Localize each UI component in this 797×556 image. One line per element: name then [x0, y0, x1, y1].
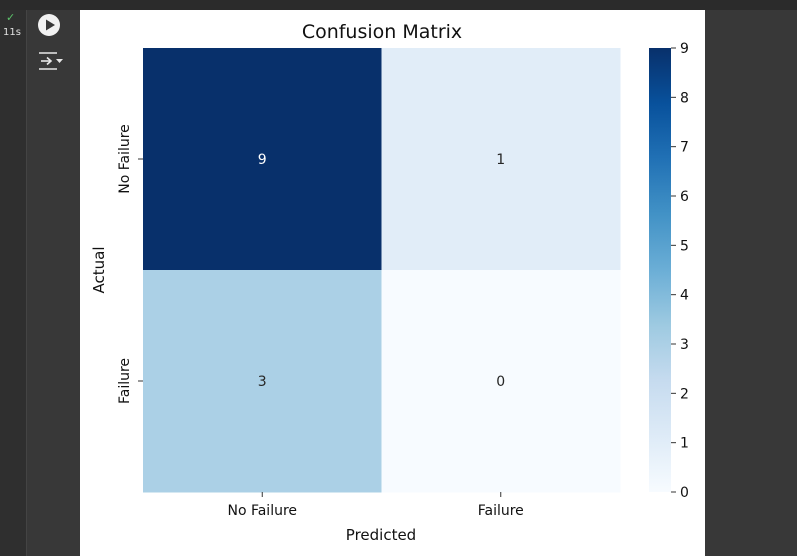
heatmap-cell: [143, 48, 382, 271]
y-axis-label: Actual: [90, 247, 108, 294]
colorbar-tick-label: 3: [680, 337, 689, 353]
y-tick-label: No Failure: [117, 124, 133, 194]
output-toggle-button[interactable]: [37, 51, 65, 71]
colorbar-tick-label: 2: [680, 386, 689, 402]
colorbar-tick-label: 5: [680, 238, 689, 254]
colorbar-tick-label: 9: [680, 41, 689, 57]
cell-value-label: 1: [496, 152, 505, 168]
confusion-matrix-chart: Confusion Matrix 9 13 0 No Failure Failure …: [90, 21, 689, 544]
x-axis-label: Predicted: [346, 526, 416, 544]
colorbar-tick-label: 1: [680, 436, 689, 452]
colorbar-gradient: [649, 48, 671, 492]
top-bar: [0, 0, 797, 10]
colorbar-tick-label: 0: [680, 485, 689, 501]
colorbar: 0 1 2 3 4 5 6 7 8 9: [649, 41, 689, 501]
colorbar-tick-label: 8: [680, 90, 689, 106]
checkmark-icon: ✓: [6, 11, 16, 24]
colorbar-tick-label: 4: [680, 288, 689, 304]
cell-value-label: 0: [496, 374, 505, 390]
y-tick-label: Failure: [117, 358, 133, 404]
heatmap-cell: [143, 270, 382, 493]
x-axis: No Failure Failure: [227, 492, 524, 519]
heatmap-cell: [381, 48, 621, 271]
run-cell-button[interactable]: [38, 14, 60, 36]
cell-toolbar: [27, 10, 80, 556]
execution-time: 11s: [3, 27, 21, 38]
heatmap-cells: 9 1 3 0: [143, 48, 621, 493]
heatmap-cell: [381, 270, 621, 493]
colorbar-tick-label: 6: [680, 189, 689, 205]
colorbar-tick-label: 7: [680, 140, 689, 156]
x-tick-label: Failure: [478, 503, 524, 519]
play-icon: [46, 19, 55, 31]
output-toggle-icon: [39, 52, 63, 70]
chart-title: Confusion Matrix: [302, 21, 462, 43]
x-tick-label: No Failure: [227, 503, 297, 519]
cell-status-gutter: [0, 10, 27, 556]
cell-value-label: 9: [258, 152, 267, 168]
cell-value-label: 3: [258, 374, 267, 390]
notebook-background: [705, 10, 797, 556]
y-axis: No Failure Failure: [117, 124, 143, 404]
